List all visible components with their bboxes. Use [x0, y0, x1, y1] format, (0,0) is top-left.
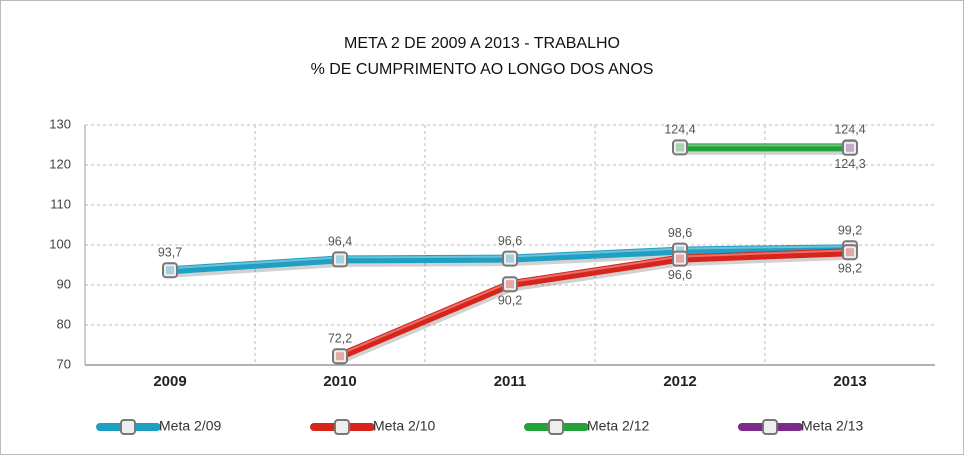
value-label: 98,6	[668, 226, 692, 240]
value-label: 72,2	[328, 331, 352, 345]
y-tick-label: 120	[49, 156, 71, 171]
value-label: 124,4	[664, 123, 695, 137]
value-label: 98,2	[838, 261, 862, 275]
chart-title: META 2 DE 2009 A 2013 - TRABALHO	[344, 35, 620, 52]
point-marker	[332, 348, 348, 365]
point-marker-inner	[676, 254, 684, 263]
point-marker	[842, 139, 858, 156]
point-marker-inner	[336, 352, 344, 361]
y-tick-label: 90	[57, 276, 71, 291]
point-marker	[842, 244, 858, 261]
point-marker-inner	[846, 248, 854, 257]
x-tick-label: 2011	[494, 373, 527, 390]
point-marker-inner	[506, 280, 514, 289]
x-tick-label: 2009	[153, 373, 186, 390]
series-line	[336, 248, 854, 361]
y-tick-label: 80	[57, 316, 71, 331]
legend-marker	[762, 419, 778, 435]
point-marker	[502, 250, 518, 267]
value-label: 96,6	[498, 234, 522, 248]
value-label: 96,4	[328, 235, 352, 249]
value-label: 93,7	[158, 245, 182, 259]
value-label: 124,3	[834, 157, 865, 171]
legend-label: Meta 2/13	[801, 418, 863, 434]
legend-label: Meta 2/10	[373, 418, 435, 434]
point-marker-inner	[846, 143, 854, 152]
point-marker-inner	[336, 255, 344, 264]
point-marker-inner	[506, 254, 514, 263]
point-marker	[672, 139, 688, 156]
point-marker	[672, 250, 688, 267]
point-marker-inner	[166, 266, 174, 275]
x-tick-label: 2010	[323, 373, 356, 390]
value-label: 90,2	[498, 293, 522, 307]
legend-marker	[120, 419, 136, 435]
point-marker-inner	[676, 143, 684, 152]
legend-marker	[334, 419, 350, 435]
point-marker	[162, 262, 178, 279]
point-marker	[332, 251, 348, 268]
value-label: 96,6	[668, 268, 692, 282]
value-label: 124,4	[834, 123, 865, 137]
chart-subtitle: % DE CUMPRIMENTO AO LONGO DOS ANOS	[311, 61, 654, 78]
series-line-highlight	[339, 249, 851, 356]
legend-label: Meta 2/12	[587, 418, 649, 434]
y-tick-label: 130	[49, 116, 71, 131]
x-tick-label: 2013	[833, 373, 866, 390]
legend-marker	[548, 419, 564, 435]
y-tick-label: 100	[49, 236, 71, 251]
x-tick-label: 2012	[663, 373, 696, 390]
point-marker	[502, 276, 518, 293]
y-tick-label: 110	[50, 196, 71, 211]
legend-label: Meta 2/09	[159, 418, 221, 434]
value-label: 99,2	[838, 223, 862, 237]
y-tick-label: 70	[57, 356, 71, 371]
